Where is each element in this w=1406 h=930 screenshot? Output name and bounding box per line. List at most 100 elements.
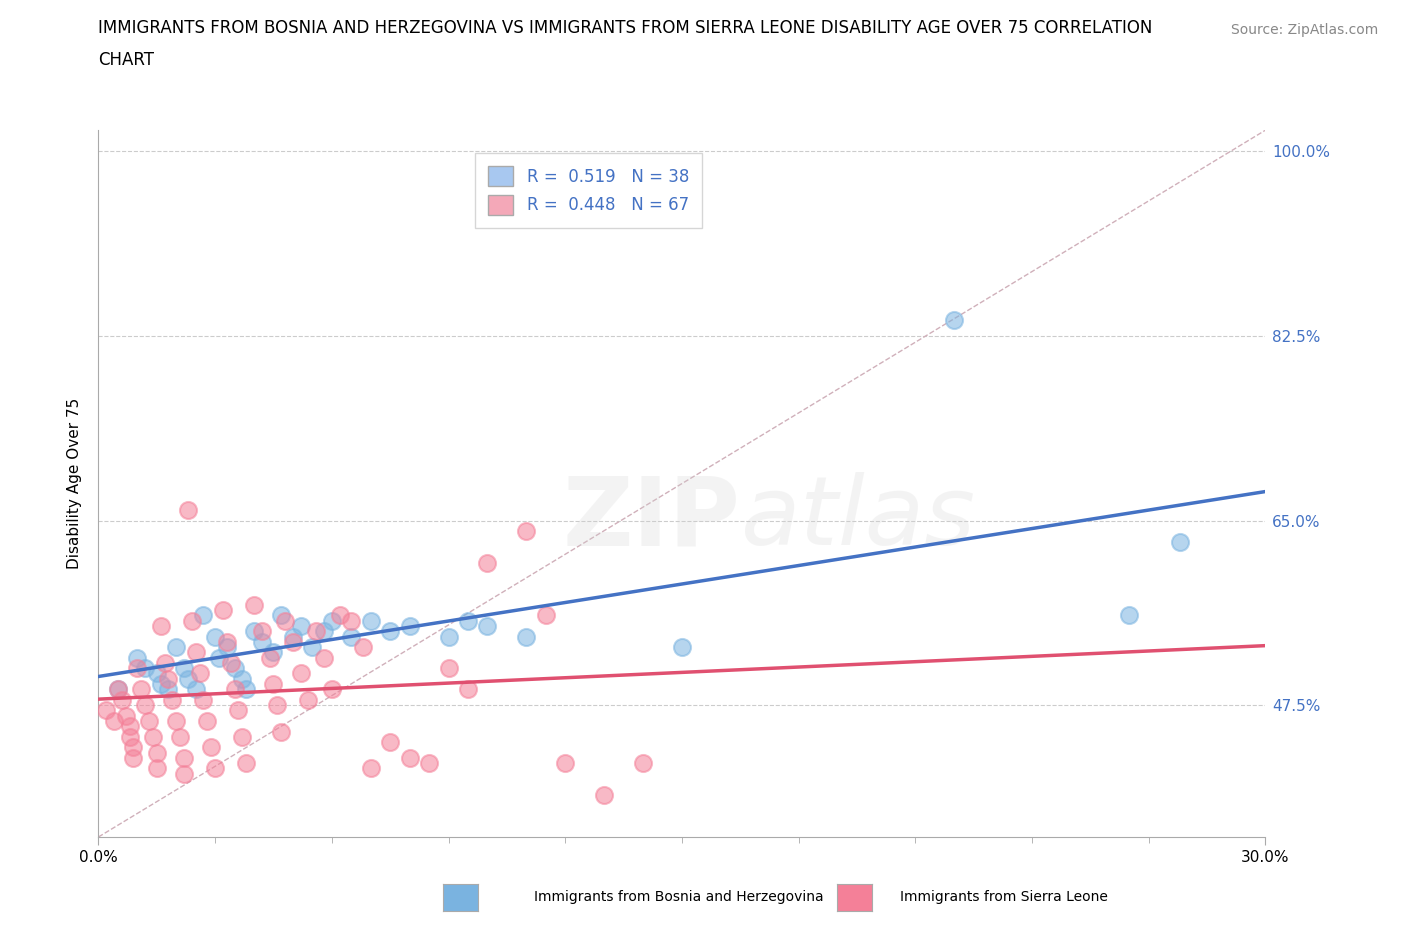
Point	[593, 788, 616, 803]
Point	[243, 597, 266, 612]
Point	[418, 756, 440, 771]
Point	[193, 608, 215, 623]
Text: Immigrants from Bosnia and Herzegovina: Immigrants from Bosnia and Herzegovina	[534, 890, 824, 904]
Point	[138, 713, 160, 728]
Point	[165, 713, 187, 728]
Point	[215, 640, 238, 655]
Point	[149, 618, 172, 633]
Point	[437, 661, 460, 676]
Point	[631, 756, 654, 771]
Point	[262, 644, 284, 659]
Point	[146, 745, 169, 760]
Point	[118, 729, 141, 744]
Point	[173, 751, 195, 765]
Point	[352, 640, 374, 655]
Point	[250, 634, 273, 649]
Point	[378, 624, 402, 639]
Point	[127, 661, 149, 676]
Point	[534, 608, 557, 623]
Point	[153, 656, 176, 671]
Point	[321, 682, 343, 697]
Point	[173, 766, 195, 781]
Point	[297, 693, 319, 708]
Point	[142, 729, 165, 744]
Point	[340, 629, 363, 644]
Point	[188, 666, 211, 681]
Point	[162, 693, 184, 708]
Point	[943, 312, 966, 327]
Text: IMMIGRANTS FROM BOSNIA AND HERZEGOVINA VS IMMIGRANTS FROM SIERRA LEONE DISABILIT: IMMIGRANTS FROM BOSNIA AND HERZEGOVINA V…	[98, 19, 1153, 36]
Point	[301, 640, 323, 655]
Point	[378, 735, 402, 750]
Point	[96, 703, 118, 718]
Point	[312, 624, 335, 639]
Point	[224, 682, 246, 697]
Point	[184, 644, 207, 659]
Point	[157, 671, 180, 686]
Point	[122, 740, 145, 755]
Point	[103, 713, 125, 728]
Point	[270, 724, 292, 739]
Point	[360, 613, 382, 628]
Point	[281, 634, 304, 649]
Point	[457, 613, 479, 628]
Point	[360, 761, 382, 776]
Point	[228, 703, 250, 718]
Point	[1118, 608, 1140, 623]
Point	[165, 640, 187, 655]
Point	[477, 618, 499, 633]
Point	[204, 761, 226, 776]
Point	[134, 661, 156, 676]
Point	[671, 640, 693, 655]
Point	[305, 624, 328, 639]
Point	[457, 682, 479, 697]
Point	[312, 650, 335, 665]
Point	[212, 603, 235, 618]
Point	[231, 671, 253, 686]
Point	[122, 751, 145, 765]
Point	[437, 629, 460, 644]
Point	[321, 613, 343, 628]
Point	[200, 740, 222, 755]
Point	[204, 629, 226, 644]
Legend: R =  0.519   N = 38, R =  0.448   N = 67: R = 0.519 N = 38, R = 0.448 N = 67	[475, 153, 702, 229]
Point	[180, 613, 202, 628]
Point	[250, 624, 273, 639]
Point	[208, 650, 231, 665]
Point	[235, 756, 257, 771]
Text: CHART: CHART	[98, 51, 155, 69]
Point	[173, 661, 195, 676]
Point	[177, 671, 200, 686]
Point	[114, 709, 136, 724]
Point	[149, 677, 172, 692]
Point	[127, 650, 149, 665]
Point	[266, 698, 288, 712]
Point	[274, 613, 297, 628]
Point	[270, 608, 292, 623]
Point	[107, 682, 129, 697]
Point	[177, 502, 200, 517]
Point	[290, 666, 312, 681]
Point	[118, 719, 141, 734]
Point	[146, 666, 169, 681]
Point	[243, 624, 266, 639]
Point	[398, 618, 420, 633]
Point	[259, 650, 281, 665]
Point	[398, 751, 420, 765]
Point	[146, 761, 169, 776]
Point	[235, 682, 257, 697]
Point	[134, 698, 156, 712]
Point	[515, 524, 537, 538]
Point	[169, 729, 191, 744]
Point	[554, 756, 576, 771]
Point	[477, 555, 499, 570]
Point	[281, 629, 304, 644]
Point	[184, 682, 207, 697]
Text: Source: ZipAtlas.com: Source: ZipAtlas.com	[1230, 23, 1378, 37]
Point	[290, 618, 312, 633]
Point	[224, 661, 246, 676]
Point	[129, 682, 152, 697]
Point	[1168, 534, 1191, 549]
Text: ZIP: ZIP	[562, 472, 741, 565]
Point	[231, 729, 253, 744]
